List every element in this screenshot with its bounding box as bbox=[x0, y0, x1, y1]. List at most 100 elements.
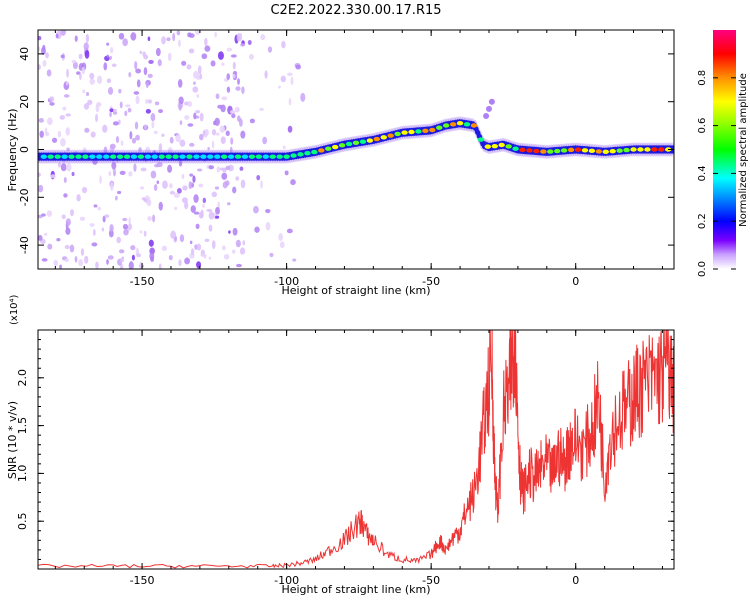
noise-speck bbox=[167, 164, 173, 173]
noise-speck bbox=[47, 117, 53, 126]
noise-speck bbox=[103, 146, 108, 155]
noise-speck bbox=[79, 216, 86, 221]
noise-speck bbox=[125, 104, 131, 108]
noise-speck bbox=[115, 136, 120, 144]
ridge-blob bbox=[130, 154, 138, 159]
noise-speck bbox=[230, 54, 237, 58]
noise-speck bbox=[221, 96, 228, 101]
noise-speck bbox=[130, 32, 137, 41]
figure-title: C2E2.2022.330.00.17.R15 bbox=[270, 3, 441, 18]
noise-speck bbox=[124, 110, 128, 117]
noise-speck bbox=[119, 170, 126, 175]
noise-speck bbox=[281, 40, 286, 49]
ridge-blob bbox=[318, 148, 325, 153]
noise-speck bbox=[198, 183, 204, 188]
noise-speck bbox=[202, 130, 206, 137]
noise-speck bbox=[97, 75, 103, 84]
noise-speck bbox=[240, 179, 246, 189]
noise-speck bbox=[104, 214, 110, 218]
ridge-blob bbox=[123, 154, 131, 159]
noise-speck bbox=[60, 163, 67, 172]
noise-speck bbox=[229, 110, 236, 114]
noise-speck bbox=[207, 146, 210, 151]
ridge-blob bbox=[89, 154, 96, 159]
ridge-blob bbox=[172, 154, 179, 159]
noise-speck bbox=[192, 175, 196, 183]
noise-speck bbox=[128, 261, 134, 269]
noise-speck bbox=[239, 247, 246, 255]
noise-speck bbox=[97, 206, 101, 211]
noise-speck bbox=[136, 79, 141, 88]
noise-speck bbox=[195, 109, 201, 114]
noise-speck bbox=[118, 32, 125, 40]
snr-x-tick-label: -150 bbox=[130, 574, 155, 587]
ridge-blob bbox=[429, 127, 436, 133]
noise-speck bbox=[216, 166, 221, 173]
noise-speck bbox=[49, 102, 55, 106]
colorbar-tick-label: 0.0 bbox=[697, 261, 708, 277]
noise-speck bbox=[95, 113, 98, 123]
noise-speck bbox=[123, 229, 129, 236]
noise-speck bbox=[208, 165, 215, 170]
snr-panel: -150 -100 -50 0 0.5 1.0 1.5 2.0 Height of strai… bbox=[6, 294, 675, 596]
spectrogram-ticks: -150 -100 -50 0 -40 -20 0 20 40 bbox=[18, 30, 674, 288]
spectrogram-xlabel: Height of straight line (km) bbox=[281, 284, 430, 297]
noise-speck bbox=[220, 136, 226, 145]
snr-x-tick-label: 0 bbox=[572, 574, 579, 587]
noise-speck bbox=[147, 216, 152, 221]
noise-speck bbox=[128, 71, 132, 78]
noise-speck bbox=[232, 249, 236, 254]
ridge-blob bbox=[345, 141, 353, 147]
noise-speck bbox=[213, 120, 217, 126]
noise-speck bbox=[56, 238, 61, 242]
noise-speck bbox=[110, 46, 114, 54]
noise-speck bbox=[166, 37, 171, 42]
noise-speck bbox=[107, 87, 114, 95]
noise-speck bbox=[204, 37, 208, 47]
noise-speck bbox=[116, 236, 121, 244]
noise-speck bbox=[64, 244, 70, 250]
noise-speck bbox=[38, 118, 44, 123]
spur-blob bbox=[483, 113, 490, 120]
noise-speck bbox=[118, 88, 122, 94]
noise-speck bbox=[122, 217, 128, 222]
ridge-blob bbox=[422, 128, 429, 134]
spur-blob bbox=[488, 98, 495, 105]
noise-speck bbox=[89, 78, 95, 85]
ridge-blob bbox=[234, 154, 242, 159]
noise-speck bbox=[51, 137, 58, 143]
ridge-blob bbox=[137, 154, 145, 159]
noise-speck bbox=[228, 230, 231, 234]
noise-speck bbox=[41, 213, 46, 217]
noise-speck bbox=[130, 245, 136, 251]
noise-speck bbox=[89, 72, 95, 80]
noise-speck bbox=[65, 113, 72, 117]
noise-speck bbox=[178, 103, 182, 111]
noise-speck bbox=[215, 132, 220, 136]
noise-speck bbox=[217, 51, 224, 60]
noise-speck bbox=[106, 258, 109, 265]
noise-speck bbox=[193, 211, 200, 215]
noise-speck bbox=[208, 211, 215, 220]
ridge-blob bbox=[207, 154, 214, 159]
noise-speck bbox=[168, 254, 173, 261]
ridge-blob bbox=[630, 147, 637, 152]
noise-speck bbox=[71, 171, 75, 177]
noise-speck bbox=[295, 64, 301, 70]
noise-speck bbox=[147, 73, 153, 78]
noise-speck bbox=[192, 86, 199, 93]
ridge-blob bbox=[311, 149, 318, 155]
noise-speck bbox=[249, 118, 255, 124]
noise-speck bbox=[247, 39, 252, 45]
noise-speck bbox=[196, 94, 200, 98]
snr-ylabel: SNR (10 * v/v) bbox=[6, 401, 19, 479]
noise-speck bbox=[87, 99, 93, 105]
ridge-blob bbox=[103, 154, 110, 159]
noise-speck bbox=[79, 72, 82, 81]
noise-speck bbox=[106, 42, 110, 46]
spec-x-tick-label: -150 bbox=[130, 275, 155, 288]
noise-speck bbox=[74, 35, 78, 42]
ridge-blob bbox=[179, 154, 186, 159]
noise-speck bbox=[196, 243, 202, 251]
